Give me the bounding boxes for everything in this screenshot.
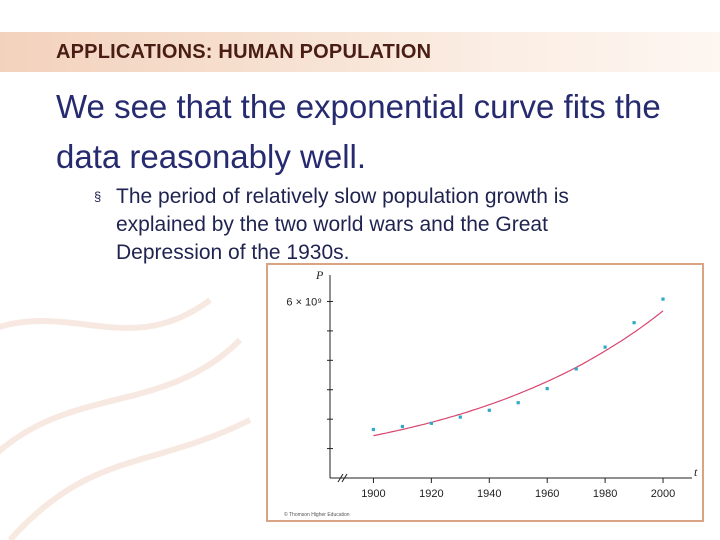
- section-title: APPLICATIONS: HUMAN POPULATION: [56, 41, 432, 63]
- bullet-text: The period of relatively slow population…: [116, 185, 569, 264]
- x-tick-label: 1940: [477, 488, 501, 500]
- data-point: [516, 401, 520, 405]
- title-band: [0, 32, 720, 72]
- data-point: [487, 408, 491, 412]
- data-point: [371, 427, 375, 432]
- data-point: [603, 345, 607, 349]
- y-tick-label: 6 × 10⁹: [286, 296, 322, 308]
- data-point: [545, 387, 549, 391]
- data-point: [429, 421, 433, 425]
- chart-canvas: Pt 6 × 10⁹ 1900 1920 1940 1960 1980 2000: [286, 268, 698, 500]
- data-point: [661, 297, 665, 301]
- data-point: [458, 415, 462, 419]
- y-axis-label: P: [315, 268, 324, 282]
- data-point: [574, 367, 578, 371]
- x-tick-label: 1980: [593, 488, 617, 500]
- x-axis-label: t: [694, 465, 698, 479]
- bullet-item: § The period of relatively slow populati…: [94, 183, 654, 267]
- headline-text: We see that the exponential curve fits t…: [56, 88, 661, 175]
- bullet-marker: §: [94, 189, 102, 204]
- axis-break-mark: [337, 473, 344, 483]
- axis-break-mark: [341, 473, 348, 483]
- x-tick-label: 1900: [361, 488, 385, 500]
- data-point: [400, 424, 404, 429]
- x-tick-label: 1920: [419, 488, 443, 500]
- figure-credit: © Thomson Higher Education: [284, 512, 350, 518]
- x-tick-label: 1960: [535, 488, 559, 500]
- x-tick-label: 2000: [651, 488, 675, 500]
- exponential-curve: [373, 310, 664, 437]
- data-point: [632, 321, 636, 325]
